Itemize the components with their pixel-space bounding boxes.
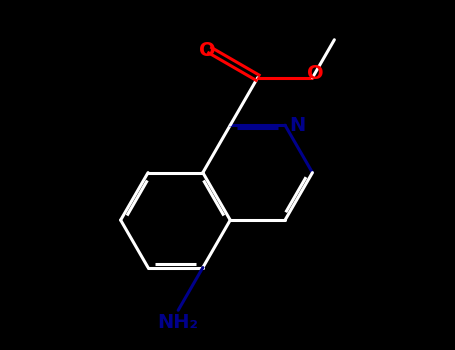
Text: N: N: [289, 116, 306, 135]
Text: NH₂: NH₂: [158, 313, 199, 332]
Text: O: O: [307, 64, 324, 83]
Text: O: O: [199, 41, 216, 60]
